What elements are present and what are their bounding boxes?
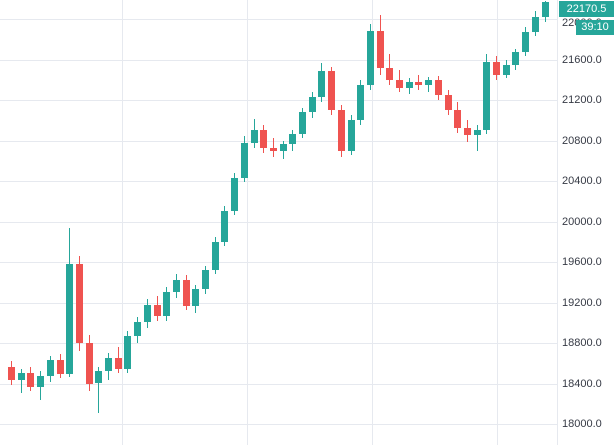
horizontal-gridline xyxy=(0,262,557,263)
horizontal-gridline xyxy=(0,60,557,61)
price-axis-label: 21600.0 xyxy=(562,54,602,66)
candle-body xyxy=(75,264,83,343)
candle-body xyxy=(134,321,142,336)
candle-body xyxy=(172,280,180,293)
candle-body xyxy=(192,289,200,306)
candle-body xyxy=(27,373,35,387)
vertical-gridline xyxy=(122,0,123,445)
candle-body xyxy=(366,31,374,85)
candle-body xyxy=(357,84,365,121)
bar-countdown-badge: 39:10 xyxy=(576,20,614,35)
candle-body xyxy=(240,142,248,178)
candle-body xyxy=(318,70,326,97)
candle-body xyxy=(493,61,500,75)
candle-body xyxy=(250,130,258,143)
horizontal-gridline xyxy=(0,100,557,101)
candle-body xyxy=(66,264,74,375)
candle-body xyxy=(289,134,297,144)
candle-body xyxy=(202,270,209,290)
price-axis-label: 21200.0 xyxy=(562,94,602,106)
candle-body xyxy=(143,304,151,322)
price-axis-label: 18000.0 xyxy=(562,418,602,430)
candle-body xyxy=(454,110,462,129)
candle-body xyxy=(153,304,161,316)
horizontal-gridline xyxy=(0,384,557,385)
price-axis-label: 20000.0 xyxy=(562,216,602,228)
candle-body xyxy=(347,120,355,151)
price-axis-label: 19200.0 xyxy=(562,297,602,309)
candle-body xyxy=(376,31,384,68)
candle-body xyxy=(337,110,345,151)
horizontal-gridline xyxy=(0,141,557,142)
candle-body xyxy=(56,360,64,375)
vertical-gridline xyxy=(497,0,498,445)
candle-body xyxy=(522,32,530,53)
candle-body xyxy=(434,79,442,95)
candle-body xyxy=(425,79,433,85)
candle-body xyxy=(279,143,287,151)
candlestick-plot-area[interactable] xyxy=(0,0,557,445)
candle-body xyxy=(182,280,190,306)
vertical-gridline xyxy=(247,0,248,445)
candle-body xyxy=(386,67,394,80)
candle-body xyxy=(405,81,413,88)
candle-body xyxy=(105,358,112,372)
horizontal-gridline xyxy=(0,424,557,425)
price-axis-label: 19600.0 xyxy=(562,256,602,268)
horizontal-gridline xyxy=(0,181,557,182)
candle-body xyxy=(444,94,452,111)
candle-body xyxy=(95,371,103,384)
price-axis[interactable]: 22170.5 39:10 22000.021600.021200.020800… xyxy=(557,0,614,445)
candle-wick xyxy=(476,125,478,151)
candle-body xyxy=(8,367,15,381)
candle-body xyxy=(502,64,510,75)
price-axis-label: 18400.0 xyxy=(562,378,602,390)
candle-body xyxy=(483,61,491,131)
last-price-badge: 22170.5 xyxy=(559,1,614,17)
candle-body xyxy=(211,241,219,271)
candle-body xyxy=(308,96,316,113)
candle-body xyxy=(473,130,481,136)
candle-body xyxy=(269,147,277,151)
price-axis-label: 20400.0 xyxy=(562,175,602,187)
candle-body xyxy=(85,343,93,384)
horizontal-gridline xyxy=(0,222,557,223)
candle-body xyxy=(531,16,539,33)
candle-body xyxy=(328,70,336,111)
candle-body xyxy=(541,1,549,17)
candle-body xyxy=(124,335,132,370)
candle-body xyxy=(46,360,54,377)
candle-body xyxy=(396,79,403,88)
candle-body xyxy=(114,358,122,370)
candle-body xyxy=(17,373,25,381)
candle-body xyxy=(415,81,423,85)
candle-wick xyxy=(98,367,100,413)
candle-body xyxy=(463,128,471,136)
candle-body xyxy=(221,211,229,242)
candle-body xyxy=(163,292,171,316)
horizontal-gridline xyxy=(0,19,557,20)
candle-body xyxy=(37,376,45,387)
candle-body xyxy=(260,130,268,148)
price-axis-label: 20800.0 xyxy=(562,135,602,147)
candle-body xyxy=(299,112,306,135)
candle-body xyxy=(231,177,239,212)
price-axis-label: 18800.0 xyxy=(562,337,602,349)
horizontal-gridline xyxy=(0,343,557,344)
candle-body xyxy=(512,52,520,65)
vertical-gridline xyxy=(372,0,373,445)
candle-wick xyxy=(20,369,22,393)
horizontal-gridline xyxy=(0,303,557,304)
